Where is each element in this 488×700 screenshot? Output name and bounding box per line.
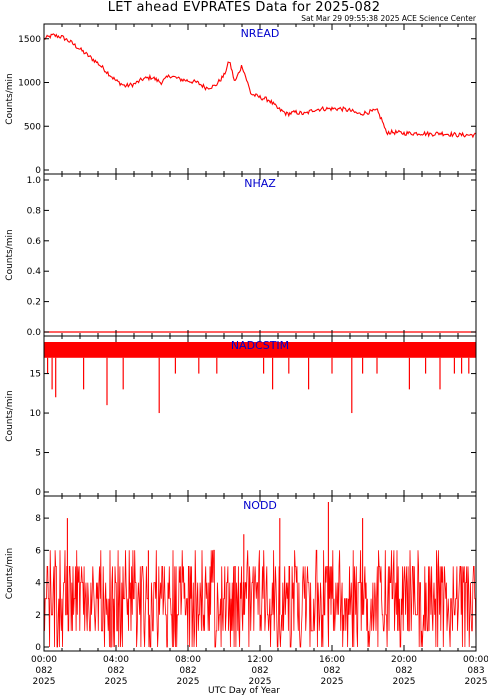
nodd-series-line (43, 549, 477, 648)
y-tick-label: 0.0 (27, 328, 42, 338)
y-tick-label: 0.6 (27, 237, 42, 247)
x-tick-label-time: 20:00 (391, 655, 417, 665)
y-tick-label: 8 (35, 514, 41, 524)
y-tick-label: 0.8 (27, 206, 42, 216)
panel-label-nhaz: NHAZ (244, 177, 276, 190)
y-tick-label: 10 (30, 409, 42, 419)
x-tick-label-doy: 082 (179, 666, 196, 676)
traces-layer (43, 33, 477, 648)
x-tick-label-year: 2025 (177, 677, 200, 687)
x-tick-label-doy: 082 (35, 666, 52, 676)
axes-layer (43, 23, 477, 652)
x-tick-label-time: 08:00 (175, 655, 201, 665)
x-tick-label-time: 04:00 (103, 655, 129, 665)
panel-nadcstim (44, 342, 476, 414)
text-layer: 050010001500Counts/minNREAD0.00.20.40.60… (5, 27, 488, 687)
y-tick-label: 6 (35, 546, 41, 556)
x-tick-label-doy: 082 (107, 666, 124, 676)
x-tick-label-year: 2025 (33, 677, 56, 687)
y-tick-label: 500 (24, 122, 41, 132)
nread-series-line (43, 33, 477, 139)
y-tick-label: 15 (30, 370, 41, 380)
panel-frame (43, 23, 477, 175)
x-tick-label-year: 2025 (321, 677, 344, 687)
y-tick-label: 0 (35, 166, 41, 176)
y-axis-label: Counts/min (5, 390, 15, 441)
x-tick-label-doy: 082 (395, 666, 412, 676)
panel-nodd (43, 502, 477, 648)
y-tick-label: 0.2 (27, 298, 41, 308)
panel-label-nadcstim: NADCSTIM (231, 339, 289, 352)
nadcstim-band (44, 342, 476, 358)
y-tick-label: 5 (35, 449, 41, 459)
x-tick-label-time: 16:00 (319, 655, 345, 665)
x-tick-label-doy: 082 (323, 666, 340, 676)
y-tick-label: 4 (35, 579, 41, 589)
x-tick-label-doy: 082 (251, 666, 268, 676)
x-tick-label-year: 2025 (249, 677, 272, 687)
timestamp: Sat Mar 29 09:55:38 2025 ACE Science Cen… (301, 14, 476, 23)
x-tick-label-year: 2025 (465, 677, 488, 687)
x-tick-label-time: 00:00 (463, 655, 488, 665)
panel-nread (43, 33, 477, 139)
y-tick-label: 2 (35, 611, 41, 621)
y-tick-label: 0 (35, 643, 41, 653)
y-tick-label: 1500 (18, 35, 41, 45)
chart-title: LET ahead EVPRATES Data for 2025-082 (107, 0, 381, 15)
x-tick-label-year: 2025 (393, 677, 416, 687)
y-axis-label: Counts/min (5, 548, 15, 599)
panel-frame (43, 173, 477, 337)
y-axis-label: Counts/min (5, 229, 15, 280)
x-tick-label-year: 2025 (105, 677, 128, 687)
panel-frame (43, 335, 477, 497)
panel-label-nread: NREAD (241, 27, 280, 40)
x-tick-label-time: 12:00 (247, 655, 273, 665)
y-tick-label: 1000 (18, 79, 41, 89)
y-tick-label: 0 (35, 488, 41, 498)
y-tick-label: 0.4 (27, 267, 42, 277)
panel-label-nodd: NODD (243, 499, 277, 512)
x-axis-label: UTC Day of Year (208, 686, 280, 696)
y-axis-label: Counts/min (5, 73, 15, 124)
y-tick-label: 1.0 (27, 176, 42, 186)
x-tick-label-time: 00:00 (31, 655, 57, 665)
x-tick-label-doy: 083 (467, 666, 484, 676)
